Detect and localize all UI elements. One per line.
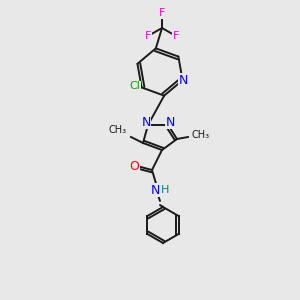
Text: F: F [145,31,151,41]
Text: CH₃: CH₃ [109,125,127,135]
Text: CH₃: CH₃ [192,130,210,140]
Text: N: N [141,116,151,128]
Text: F: F [159,8,165,18]
Text: H: H [161,185,169,195]
Text: Cl: Cl [129,81,140,92]
Text: F: F [173,31,179,41]
Text: O: O [129,160,139,172]
Text: N: N [150,184,160,196]
Text: N: N [179,74,188,87]
Text: N: N [165,116,175,128]
